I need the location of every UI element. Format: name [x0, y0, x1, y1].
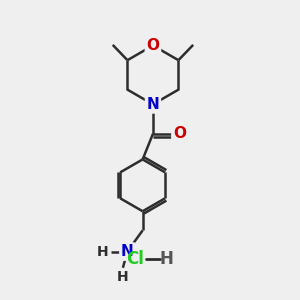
- Text: H: H: [97, 244, 109, 259]
- Text: Cl: Cl: [126, 250, 144, 268]
- Text: H: H: [117, 270, 129, 284]
- Text: O: O: [173, 126, 186, 141]
- Text: N: N: [121, 244, 134, 259]
- Text: H: H: [159, 250, 173, 268]
- Text: O: O: [146, 38, 159, 53]
- Text: N: N: [147, 97, 159, 112]
